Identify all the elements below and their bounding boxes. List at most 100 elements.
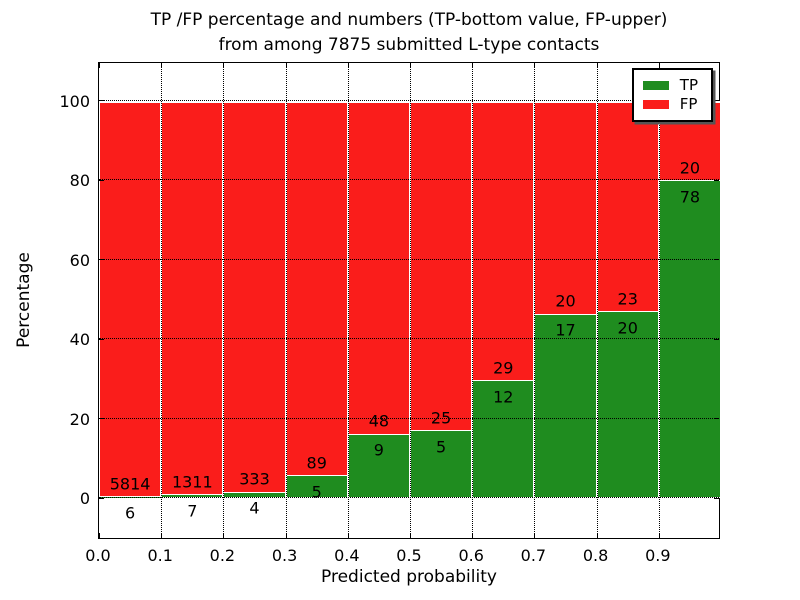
x-tick-top bbox=[285, 63, 287, 68]
vertical-gridline bbox=[472, 63, 474, 538]
fp-count-label: 333 bbox=[239, 469, 270, 489]
stacked-bar bbox=[99, 100, 162, 499]
fp-count-label: 29 bbox=[493, 358, 514, 378]
horizontal-gridline bbox=[99, 99, 719, 101]
vertical-gridline bbox=[658, 63, 660, 538]
stacked-bar bbox=[347, 100, 410, 499]
horizontal-gridline bbox=[99, 338, 719, 340]
x-tick-top bbox=[472, 63, 474, 68]
x-tick-bottom bbox=[99, 533, 100, 538]
y-tick-left bbox=[99, 497, 104, 499]
y-tick-left bbox=[99, 100, 104, 102]
fp-count-label: 89 bbox=[306, 453, 327, 473]
chart-title-line2: from among 7875 submitted L-type contact… bbox=[218, 35, 600, 55]
fp-bar-segment bbox=[348, 100, 409, 435]
y-tick-label: 100 bbox=[59, 91, 90, 111]
legend-item-fp: FP bbox=[642, 95, 698, 113]
vertical-gridline bbox=[534, 63, 536, 538]
legend: TP FP bbox=[631, 68, 713, 122]
x-tick-bottom bbox=[410, 533, 411, 538]
legend-item-tp: TP bbox=[642, 76, 698, 94]
x-tick-bottom bbox=[161, 533, 163, 538]
x-tick-label: 0.7 bbox=[520, 546, 547, 565]
tp-count-label: 5 bbox=[436, 437, 447, 457]
tp-bar-segment bbox=[286, 476, 347, 498]
y-tick-left bbox=[99, 338, 104, 340]
tp-count-label: 12 bbox=[493, 387, 514, 407]
y-tick-right bbox=[714, 418, 719, 420]
fp-count-label: 48 bbox=[368, 411, 390, 431]
x-tick-top bbox=[410, 63, 411, 68]
x-tick-label: 0.3 bbox=[271, 546, 298, 565]
vertical-gridline bbox=[161, 63, 163, 538]
x-tick-top bbox=[223, 63, 225, 68]
x-tick-bottom bbox=[285, 533, 287, 538]
plot-area: TP FP 5814 6 1311 7 333 4 89 5 48 9 25 5 29 12 20 17 23 2… bbox=[98, 62, 721, 539]
tp-count-label: 5 bbox=[311, 482, 322, 502]
tp-count-label: 78 bbox=[679, 187, 701, 207]
stacked-bar bbox=[223, 100, 286, 499]
tp-count-label: 20 bbox=[617, 318, 638, 338]
fp-bar-segment bbox=[162, 100, 223, 496]
y-tick-right bbox=[714, 497, 719, 499]
y-tick-label: 20 bbox=[69, 409, 90, 429]
x-tick-label: 0.6 bbox=[458, 546, 484, 565]
fp-bar-segment bbox=[224, 100, 285, 493]
y-tick-right bbox=[714, 259, 719, 261]
x-tick-top bbox=[99, 63, 100, 68]
y-tick-right bbox=[714, 100, 719, 102]
fp-count-label: 1311 bbox=[171, 472, 213, 492]
fp-bar-segment bbox=[535, 100, 596, 315]
x-tick-top bbox=[161, 63, 163, 68]
x-tick-bottom bbox=[658, 533, 660, 538]
tp-count-label: 6 bbox=[125, 503, 136, 523]
horizontal-gridline bbox=[99, 258, 719, 260]
fp-count-label: 5814 bbox=[109, 474, 151, 494]
tp-legend-label: TP bbox=[679, 76, 698, 94]
fp-count-label: 25 bbox=[430, 408, 452, 428]
x-tick-top bbox=[596, 63, 598, 68]
fp-legend-swatch bbox=[642, 100, 669, 109]
fp-count-label: 23 bbox=[617, 289, 638, 309]
y-axis-label: Percentage bbox=[14, 252, 34, 348]
y-tick-right bbox=[714, 179, 719, 181]
stacked-bar bbox=[410, 100, 473, 499]
fp-legend-label: FP bbox=[679, 95, 698, 113]
vertical-gridline bbox=[410, 63, 411, 538]
fp-bar-segment bbox=[286, 100, 347, 477]
fp-count-label: 20 bbox=[679, 158, 701, 178]
y-tick-right bbox=[714, 338, 719, 340]
tp-legend-swatch bbox=[642, 81, 669, 90]
horizontal-gridline bbox=[99, 497, 719, 499]
fp-bar-segment bbox=[100, 100, 161, 497]
tp-bar-segment bbox=[224, 492, 285, 498]
fp-bar-segment bbox=[473, 100, 534, 381]
stacked-bar bbox=[161, 100, 224, 499]
fp-bar-segment bbox=[411, 100, 472, 431]
y-tick-label: 40 bbox=[69, 330, 90, 350]
tp-bar-segment bbox=[162, 495, 223, 498]
tp-count-label: 4 bbox=[249, 498, 260, 518]
y-tick-left bbox=[99, 259, 104, 261]
x-tick-top bbox=[534, 63, 536, 68]
y-tick-label: 80 bbox=[69, 171, 90, 191]
chart-title-line1: TP /FP percentage and numbers (TP-bottom… bbox=[150, 10, 668, 30]
x-axis-label: Predicted probability bbox=[321, 567, 497, 587]
x-tick-label: 0.5 bbox=[396, 546, 422, 565]
tp-bar-segment bbox=[535, 314, 596, 498]
x-tick-top bbox=[347, 63, 349, 68]
x-tick-label: 0.4 bbox=[334, 546, 360, 565]
vertical-gridline bbox=[285, 63, 287, 538]
x-tick-bottom bbox=[347, 533, 349, 538]
horizontal-gridline bbox=[99, 417, 719, 419]
stacked-bar bbox=[596, 100, 659, 499]
x-tick-top bbox=[658, 63, 660, 68]
chart-title: TP /FP percentage and numbers (TP-bottom… bbox=[98, 8, 720, 58]
stacked-bar bbox=[472, 100, 535, 499]
vertical-gridline bbox=[596, 63, 598, 538]
x-tick-bottom bbox=[472, 533, 474, 538]
x-tick-label: 0.2 bbox=[209, 546, 236, 565]
fp-bar-segment bbox=[597, 100, 658, 313]
tp-bar-segment bbox=[411, 431, 472, 498]
